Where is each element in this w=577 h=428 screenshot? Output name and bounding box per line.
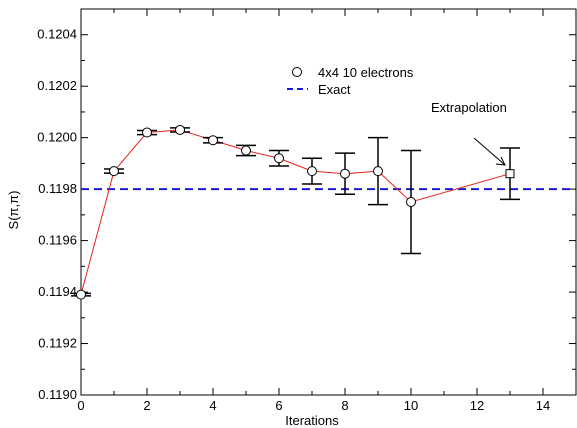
data-point (406, 197, 416, 207)
annotation-extrapolation: Extrapolation (431, 100, 507, 115)
extrapolation-point (505, 169, 515, 179)
plot-axes: 0 2 4 6 8 10 12 14 0.1190 0.1192 0.1194 0.1196 0.119… (37, 8, 577, 413)
legend-marker-circle (292, 67, 302, 77)
y-tick-label: 0.1192 (38, 336, 77, 351)
x-tick-label: 10 (404, 398, 418, 413)
data-point (340, 168, 350, 179)
y-tick-label: 0.1200 (37, 130, 77, 145)
fit-line (80, 129, 511, 295)
y-tick-label: 0.1194 (38, 284, 77, 299)
y-tick-label: 0.1190 (38, 387, 77, 402)
plot-frame (80, 8, 577, 396)
x-tick-label: 0 (77, 398, 84, 413)
legend: 4x4 10 electrons Exact (287, 65, 414, 97)
y-axis-label: S(π,π) (6, 191, 21, 230)
data-point (208, 135, 218, 146)
x-tick-label: 2 (143, 398, 150, 413)
x-tick-label: 12 (470, 398, 484, 413)
annotation-layer: Extrapolation (431, 100, 507, 166)
data-point (109, 166, 119, 177)
data-point (307, 166, 317, 177)
data-point (76, 289, 86, 300)
data-point (175, 124, 185, 135)
legend-label-series: 4x4 10 electrons (318, 65, 414, 80)
x-tick-label: 8 (341, 398, 348, 413)
y-tick-label: 0.1196 (38, 233, 77, 248)
y-tick-label: 0.1198 (38, 181, 77, 196)
data-point (142, 127, 152, 138)
data-point (274, 153, 284, 164)
markers-layer (76, 124, 515, 300)
x-tick-label: 4 (209, 398, 216, 413)
data-point (241, 145, 251, 156)
x-axis-label: Iterations (285, 413, 339, 428)
data-point (373, 166, 383, 177)
annotation-arrow (473, 137, 506, 166)
y-tick-label: 0.1202 (37, 78, 77, 93)
fit-line-layer (80, 129, 511, 295)
x-tick-label: 6 (275, 398, 282, 413)
x-tick-label: 14 (536, 398, 550, 413)
annotation-arrowhead (495, 156, 506, 166)
errorbars-layer (71, 127, 520, 297)
y-tick-label: 0.1204 (37, 27, 77, 42)
legend-label-exact: Exact (318, 82, 351, 97)
